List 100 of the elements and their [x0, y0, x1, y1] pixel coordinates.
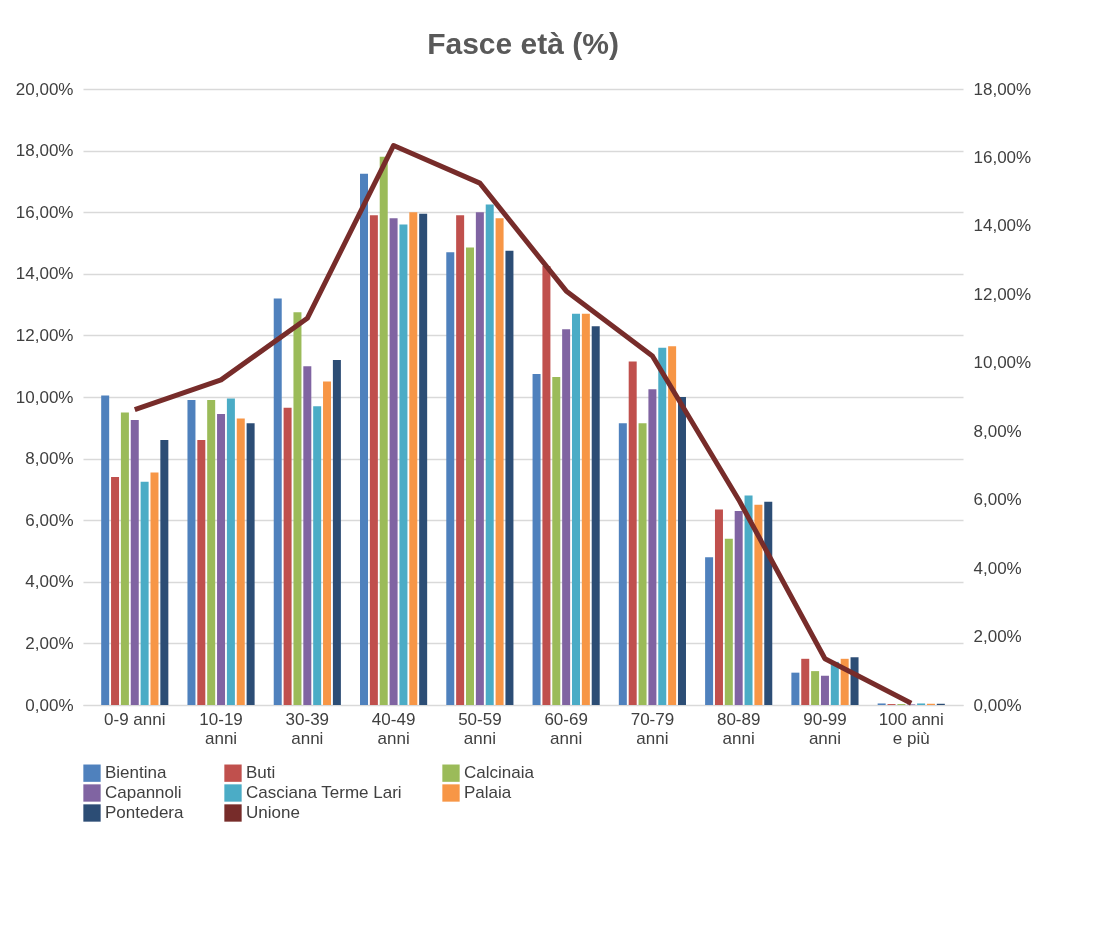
bar	[160, 440, 169, 705]
y-tick-label: 14,00%	[15, 264, 74, 284]
y-tick-label: 12,00%	[15, 325, 74, 345]
x-tick-label: 30-39 anni	[285, 709, 330, 748]
x-tick-label: 10-19 anni	[199, 709, 243, 748]
y-tick-label: 18,00%	[15, 141, 74, 161]
bar	[313, 406, 322, 705]
y-tick-label: 4,00%	[25, 572, 74, 592]
bar	[303, 366, 312, 705]
bar	[734, 510, 743, 705]
bar	[389, 218, 398, 705]
bar	[628, 361, 637, 705]
bar	[658, 347, 667, 705]
bar	[246, 423, 255, 705]
legend-label: Bientina	[105, 763, 167, 783]
legend-label: Pontedera	[105, 803, 184, 822]
x-tick-label: 90-99 anni	[803, 709, 847, 748]
y2-tick-label: 14,00%	[973, 216, 1032, 236]
bar	[332, 360, 341, 705]
bar	[581, 313, 590, 705]
bar	[811, 671, 820, 705]
bar	[226, 398, 235, 705]
bar	[130, 420, 139, 705]
y-tick-label: 0,00%	[25, 695, 74, 715]
y2-tick-label: 12,00%	[973, 284, 1032, 304]
legend-label: Casciana Terme Lari	[246, 783, 402, 802]
bar	[475, 212, 484, 705]
y2-tick-label: 4,00%	[973, 558, 1022, 578]
bar	[236, 418, 245, 705]
y2-tick-label: 10,00%	[973, 353, 1032, 373]
bar	[111, 477, 120, 705]
bar	[207, 400, 216, 705]
bar	[724, 538, 733, 705]
bar	[140, 481, 149, 705]
bar	[591, 326, 600, 705]
x-tick-label: 100 anni e più	[878, 709, 944, 748]
bar	[456, 215, 465, 705]
y2-tick-label: 0,00%	[973, 695, 1022, 715]
legend-label: Calcinaia	[464, 763, 535, 783]
bar	[323, 381, 332, 705]
x-tick-label: 60-69 anni	[544, 709, 588, 748]
bar	[495, 218, 504, 705]
bar	[562, 329, 571, 705]
bar	[714, 509, 723, 705]
bar	[638, 423, 647, 705]
bar	[668, 346, 677, 705]
legend-label: Capannoli	[105, 783, 182, 802]
x-tick-label: 50-59 anni	[458, 709, 502, 748]
bar	[618, 423, 627, 705]
bar	[379, 156, 388, 705]
bar	[293, 312, 302, 705]
y-tick-label: 8,00%	[25, 449, 74, 469]
bar	[764, 501, 773, 705]
y-tick-label: 10,00%	[15, 387, 74, 407]
bar	[791, 672, 800, 705]
chart-title: Fasce età (%)	[427, 27, 619, 60]
bar	[572, 313, 580, 705]
bar	[446, 252, 455, 705]
bar	[217, 413, 226, 705]
bar	[399, 224, 408, 705]
bar	[187, 400, 196, 705]
bar	[677, 397, 686, 705]
bar	[754, 504, 763, 705]
bar	[273, 298, 282, 705]
bar	[542, 266, 551, 705]
x-tick-label: 80-89 anni	[716, 709, 761, 748]
bar	[705, 557, 714, 705]
bar	[101, 395, 110, 705]
y-tick-label: 16,00%	[15, 202, 74, 222]
bar	[369, 215, 378, 705]
bar	[820, 675, 829, 705]
bar	[648, 389, 657, 705]
x-tick-label: 40-49 anni	[371, 709, 416, 748]
bar	[485, 204, 494, 705]
y2-tick-label: 2,00%	[973, 627, 1022, 647]
bar	[801, 658, 810, 705]
bar	[744, 495, 753, 705]
bar	[360, 173, 369, 705]
y2-tick-label: 18,00%	[973, 79, 1032, 99]
bar	[283, 407, 292, 705]
bar	[532, 373, 541, 705]
bar	[505, 250, 514, 705]
y2-tick-label: 16,00%	[973, 147, 1032, 167]
legend-label: Buti	[246, 763, 276, 783]
bar	[150, 472, 159, 705]
bar	[409, 212, 418, 705]
bar	[466, 247, 474, 705]
y-tick-label: 20,00%	[15, 79, 74, 99]
bar	[552, 376, 561, 705]
bar	[120, 412, 129, 705]
bar	[197, 440, 206, 705]
legend-label: Palaia	[464, 783, 512, 802]
y2-tick-label: 6,00%	[973, 490, 1022, 510]
legend-label: Unione	[246, 803, 300, 822]
y-tick-label: 6,00%	[25, 510, 74, 530]
x-tick-label: 70-79 anni	[630, 709, 675, 748]
y-tick-label: 2,00%	[25, 633, 74, 653]
y2-tick-label: 8,00%	[973, 421, 1022, 441]
x-tick-label: 0-9 anni	[104, 709, 166, 729]
bar	[419, 213, 428, 705]
